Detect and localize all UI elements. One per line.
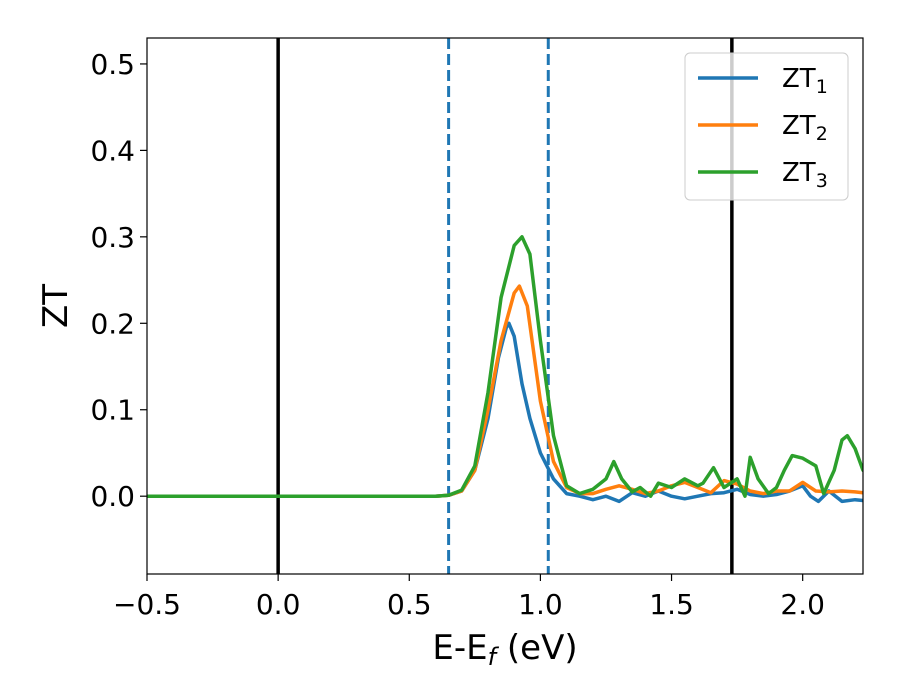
series-line-zt3 <box>147 235 863 498</box>
x-axis-label: E-Ef (eV) <box>432 628 577 671</box>
y-tick-label: 0.5 <box>90 48 135 81</box>
y-tick-label: 0.0 <box>90 480 135 513</box>
plot-frame <box>146 37 864 575</box>
x-tick-label: 1.0 <box>518 588 563 621</box>
x-axis-label-main: E-E <box>432 628 487 668</box>
x-tick-label: 0.0 <box>256 588 301 621</box>
legend-label: ZT3 <box>782 158 828 192</box>
y-tick-label: 0.2 <box>90 307 135 340</box>
x-tick-label: 0.5 <box>387 588 432 621</box>
x-tick-label: 1.5 <box>649 588 694 621</box>
legend-label-main: ZT <box>782 111 816 141</box>
legend-label-subscript: 1 <box>816 76 828 98</box>
axis-ticks: −0.5 0.0 0.5 1.0 1.5 2.0 0.0 0.1 0.2 0.3 0.4 0.5 <box>90 48 824 621</box>
legend-label: ZT2 <box>782 111 828 145</box>
legend-label-main: ZT <box>782 64 816 94</box>
x-tick-label: −0.5 <box>113 588 181 621</box>
legend-box <box>684 52 849 201</box>
legend-label: ZT1 <box>782 64 828 98</box>
y-tick-label: 0.3 <box>90 221 135 254</box>
series-line-zt2 <box>147 284 863 498</box>
y-axis-label: ZT <box>36 284 76 328</box>
legend-label-subscript: 3 <box>816 170 828 192</box>
legend-label-subscript: 2 <box>816 123 828 145</box>
y-tick-label: 0.1 <box>90 394 135 427</box>
x-tick-label: 2.0 <box>780 588 825 621</box>
y-tick-label: 0.4 <box>90 134 135 167</box>
legend-label-main: ZT <box>782 158 816 188</box>
x-axis-label-unit: (eV) <box>496 628 578 668</box>
